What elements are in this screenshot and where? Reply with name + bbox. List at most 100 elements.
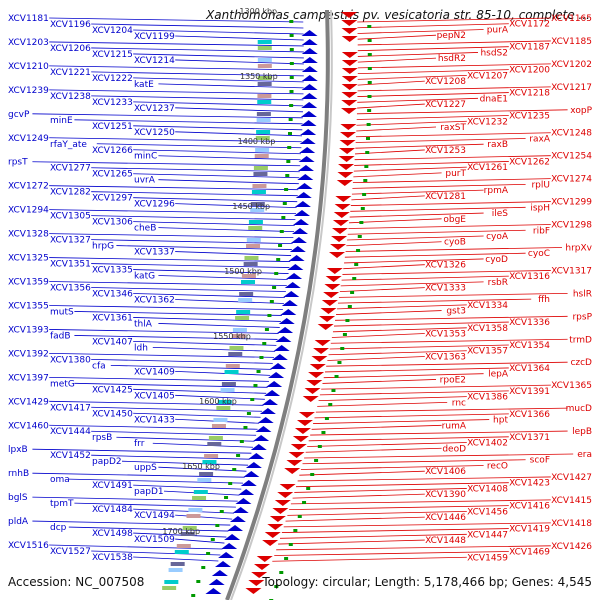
right-gene-arrow bbox=[341, 76, 358, 82]
left-label-connector bbox=[133, 173, 300, 179]
right-label-connector bbox=[274, 551, 509, 556]
right-gene-arrow bbox=[279, 484, 296, 490]
right-label-connector bbox=[334, 321, 509, 327]
left-gene-arrow bbox=[262, 399, 279, 405]
right-label-connector bbox=[349, 218, 442, 224]
cog-bar bbox=[220, 388, 235, 392]
left-label-connector bbox=[175, 299, 284, 304]
left-label-connector bbox=[175, 394, 265, 400]
cog-bar bbox=[248, 226, 263, 230]
right-label-connector bbox=[328, 350, 467, 356]
left-gene-arrow bbox=[289, 246, 306, 252]
right-gene-arrow bbox=[286, 460, 303, 466]
right-label-connector bbox=[324, 367, 509, 373]
left-gene-arrow bbox=[298, 156, 315, 162]
cog-bar bbox=[211, 424, 226, 428]
left-label-connector bbox=[121, 460, 249, 466]
right-gene-arrow bbox=[323, 292, 340, 298]
right-gene-arrow bbox=[269, 516, 286, 522]
right-gene-arrow bbox=[341, 20, 358, 26]
right-label-connector bbox=[346, 241, 442, 247]
cog-bar bbox=[224, 370, 239, 374]
right-gene-label: hslR bbox=[573, 289, 592, 299]
left-label-connector bbox=[49, 376, 269, 382]
cog-bar bbox=[204, 454, 219, 458]
scale-label: 1550 kbp bbox=[213, 332, 251, 341]
left-gene-label: thlA bbox=[134, 319, 153, 329]
cog-bar bbox=[182, 526, 197, 530]
left-gene-arrow bbox=[259, 408, 276, 414]
left-label-connector bbox=[152, 346, 276, 352]
scale-tick bbox=[321, 431, 326, 434]
left-label-connector bbox=[133, 388, 267, 394]
scale-tick bbox=[359, 221, 364, 224]
scale-label: 1300 kbp bbox=[239, 7, 277, 16]
left-gene-label: XCV1337 bbox=[134, 248, 175, 258]
right-gene-label: hpt bbox=[493, 416, 508, 426]
cog-bar bbox=[257, 40, 272, 44]
left-label-connector bbox=[91, 454, 250, 460]
scale-tick bbox=[293, 529, 298, 532]
left-gene-arrow bbox=[301, 102, 318, 108]
scale-tick bbox=[366, 123, 371, 126]
left-gene-label: XCV1452 bbox=[50, 451, 91, 461]
right-gene-label: XCV1253 bbox=[425, 146, 466, 156]
left-label-connector bbox=[133, 532, 227, 538]
right-gene-arrow bbox=[320, 308, 337, 314]
cog-bar bbox=[257, 100, 272, 104]
left-gene-arrow bbox=[266, 381, 283, 387]
right-label-connector bbox=[308, 436, 509, 442]
right-gene-arrow bbox=[329, 252, 346, 258]
right-label-connector bbox=[355, 143, 484, 149]
left-gene-arrow bbox=[293, 219, 310, 225]
right-label-connector bbox=[295, 482, 509, 488]
left-gene-arrow bbox=[271, 354, 288, 360]
left-gene-label: XCV1215 bbox=[92, 50, 133, 60]
scale-tick bbox=[236, 454, 241, 457]
right-gene-arrow bbox=[341, 68, 358, 74]
right-gene-label: XCV1165 bbox=[551, 14, 592, 24]
cog-bar bbox=[252, 184, 267, 188]
right-gene-label: purT bbox=[445, 169, 466, 179]
right-gene-label: XCV1363 bbox=[425, 352, 466, 362]
left-gene-arrow bbox=[273, 345, 290, 351]
right-gene-arrow bbox=[325, 276, 342, 282]
right-gene-arrow bbox=[330, 244, 347, 250]
right-gene-arrow bbox=[308, 372, 325, 378]
left-gene-arrow bbox=[286, 273, 303, 279]
left-label-connector bbox=[133, 293, 285, 298]
right-gene-label: XCV1227 bbox=[425, 100, 466, 110]
right-gene-label: XCV1261 bbox=[467, 163, 508, 173]
left-label-connector bbox=[175, 59, 304, 65]
scale-tick bbox=[367, 39, 372, 42]
cog-bar bbox=[236, 310, 251, 314]
left-label-connector bbox=[49, 65, 304, 71]
left-gene-label: XCV1494 bbox=[134, 511, 175, 521]
right-gene-label: cyoA bbox=[486, 232, 509, 242]
right-gene-label: XCV1274 bbox=[551, 175, 592, 185]
right-gene-arrow bbox=[341, 92, 358, 98]
left-label-connector bbox=[49, 424, 258, 430]
left-gene-arrow bbox=[297, 165, 314, 171]
right-gene-label: XCV1316 bbox=[509, 272, 550, 282]
left-label-connector bbox=[110, 364, 272, 370]
scale-tick bbox=[337, 361, 342, 364]
left-label-connector bbox=[91, 239, 293, 244]
right-label-connector bbox=[351, 195, 425, 201]
left-gene-arrow bbox=[284, 282, 301, 288]
left-label-connector bbox=[91, 550, 221, 556]
right-gene-arrow bbox=[306, 380, 323, 386]
left-label-connector bbox=[175, 131, 303, 137]
cog-bar bbox=[241, 274, 256, 278]
right-label-connector bbox=[357, 97, 479, 103]
left-label-connector bbox=[74, 311, 282, 316]
left-gene-label: XCV1409 bbox=[134, 367, 175, 377]
cog-bar bbox=[162, 586, 177, 590]
scale-tick bbox=[317, 445, 322, 448]
right-gene-arrow bbox=[272, 508, 289, 514]
scale-tick bbox=[342, 333, 347, 336]
left-gene-arrow bbox=[215, 561, 232, 567]
left-gene-arrow bbox=[240, 480, 257, 486]
left-label-connector bbox=[158, 155, 301, 161]
